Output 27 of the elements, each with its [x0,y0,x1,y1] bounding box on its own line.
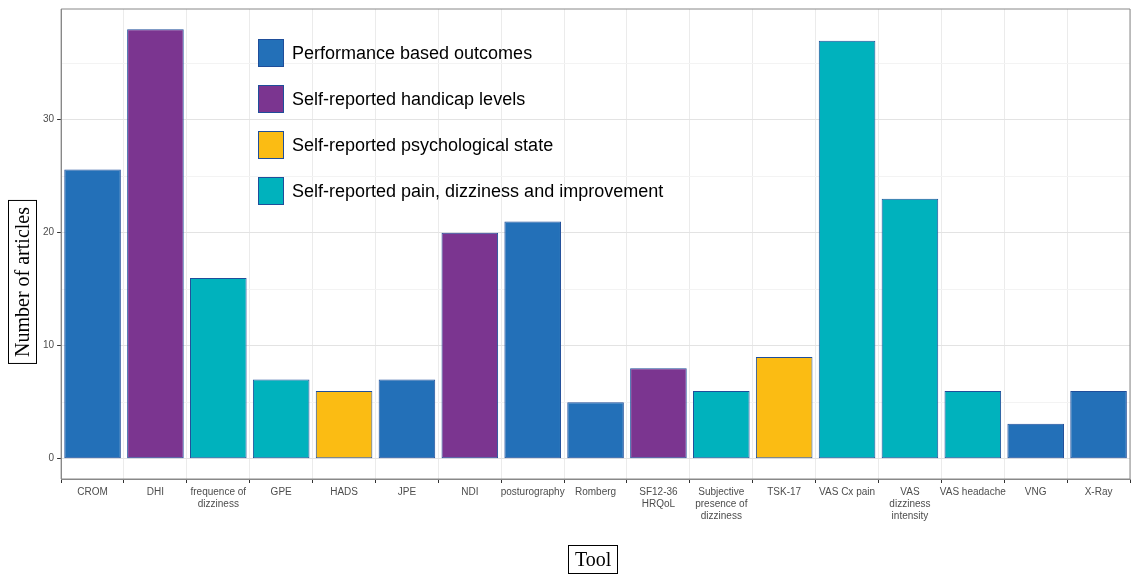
x-tick-label: Subjective presence of dizziness [695,485,748,521]
x-tick-label: DHI [146,485,165,497]
x-axis-title: Tool [568,545,619,574]
x-tick-label: VAS dizziness intensity [889,485,931,521]
legend-label: Performance based outcomes [292,42,533,64]
x-tick-label: NDI [461,485,479,497]
y-tick-label: 20 [43,226,55,238]
x-tick-label: HADS [330,485,359,497]
x-tick-label: X-Ray [1084,485,1113,497]
legend-label: Self-reported handicap levels [292,88,526,110]
x-tick-label: posturography [500,485,565,497]
x-tick-label: Romberg [574,485,617,497]
y-tick-label: 10 [43,339,55,351]
y-tick-label: 0 [48,452,55,464]
y-tick-label: 30 [43,113,55,125]
x-tick-label: VNG [1024,485,1047,497]
x-tick-label: TSK-17 [767,485,802,497]
legend-label: Self-reported pain, dizziness and improvement [292,180,664,202]
x-tick-label: VAS headache [939,485,1007,497]
x-tick-label: GPE [270,485,293,497]
x-tick-label: CROM [77,485,108,497]
x-tick-label: frequence of dizziness [190,485,247,509]
x-tick-label: SF12-36 HRQoL [639,485,679,509]
x-tick-label: JPE [397,485,417,497]
x-tick-label: VAS Cx pain [819,485,876,497]
legend-label: Self-reported psychological state [292,134,554,156]
y-axis-title: Number of articles [8,200,37,364]
